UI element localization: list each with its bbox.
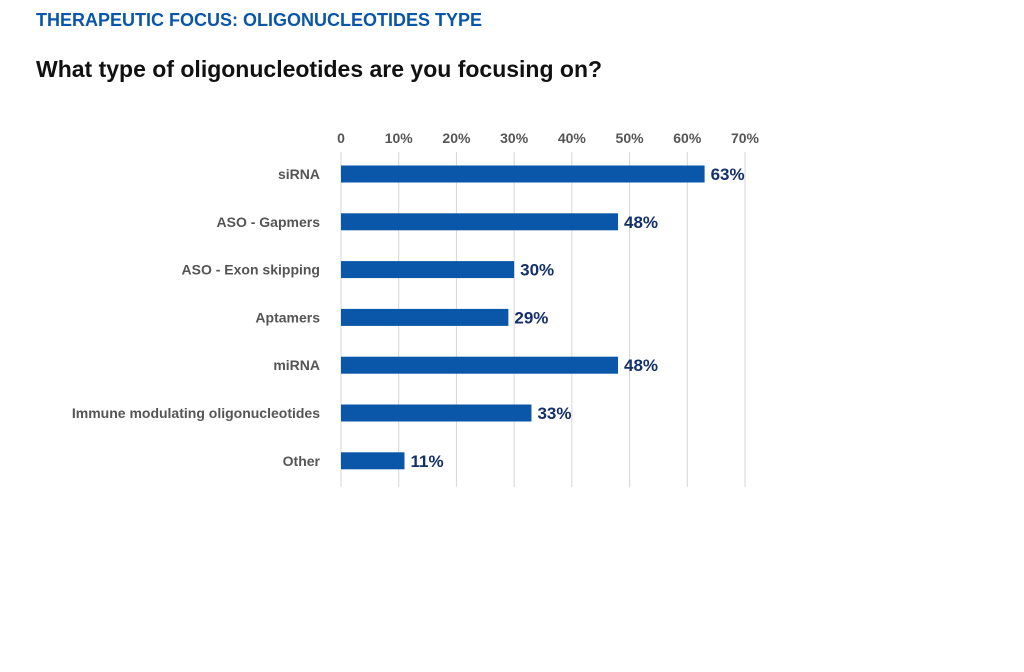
x-tick-label: 10% <box>385 130 414 146</box>
value-label: 48% <box>624 356 658 375</box>
value-label: 11% <box>410 452 443 471</box>
category-label: siRNA <box>278 166 320 182</box>
x-tick-label: 20% <box>442 130 471 146</box>
chart-kicker-title: THERAPEUTIC FOCUS: OLIGONUCLEOTIDES TYPE <box>36 10 483 30</box>
value-label: 29% <box>514 308 548 327</box>
x-tick-label: 0 <box>337 130 345 146</box>
bars <box>341 165 705 470</box>
value-labels: 63% 48% 30% 29% 48% 33% 11% <box>410 165 744 471</box>
bar <box>341 308 509 326</box>
category-label: ASO - Exon skipping <box>182 262 320 278</box>
category-label: Other <box>283 453 321 469</box>
x-tick-label: 40% <box>558 130 587 146</box>
category-label: ASO - Gapmers <box>217 214 321 230</box>
bar <box>341 165 705 183</box>
value-label: 30% <box>520 261 554 280</box>
x-tick-label: 60% <box>673 130 702 146</box>
category-labels: siRNA ASO - Gapmers ASO - Exon skipping Apt… <box>72 166 321 469</box>
category-label: miRNA <box>273 357 320 373</box>
value-label: 48% <box>624 213 658 232</box>
bar <box>341 404 532 422</box>
category-label: Aptamers <box>255 309 320 325</box>
x-tick-label: 70% <box>731 130 760 146</box>
value-label: 33% <box>537 404 571 423</box>
category-label: Immune modulating oligonucleotides <box>72 405 320 421</box>
value-label: 63% <box>711 165 745 184</box>
bar <box>341 261 515 279</box>
bar <box>341 213 619 231</box>
x-tick-label: 30% <box>500 130 529 146</box>
chart-question-title: What type of oligonucleotides are you fo… <box>36 56 603 82</box>
x-axis-ticks: 0 10% 20% 30% 40% 50% 60% 70% <box>337 130 759 146</box>
bar <box>341 356 619 374</box>
x-tick-label: 50% <box>616 130 645 146</box>
bar <box>341 452 405 470</box>
